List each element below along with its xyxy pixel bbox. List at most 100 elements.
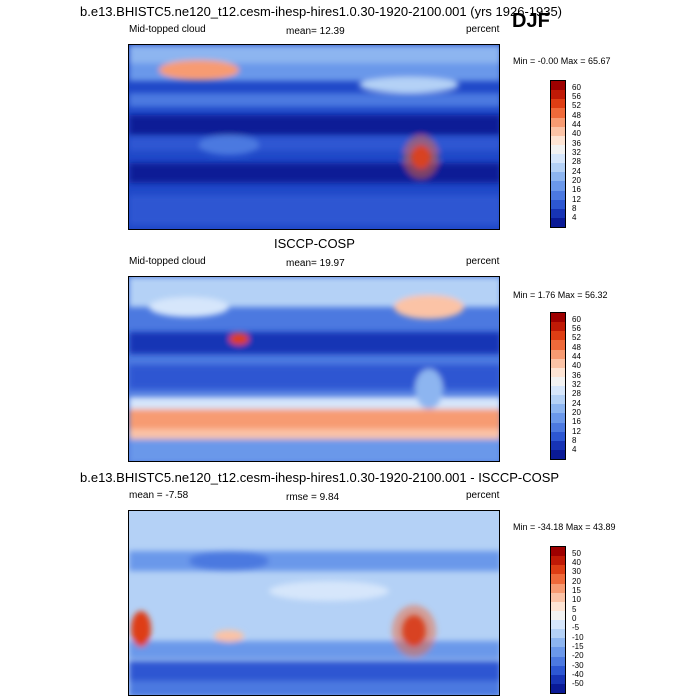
- panel-2-cb-tick: 44: [572, 352, 581, 361]
- panel-2-cb-tick: 36: [572, 371, 581, 380]
- panel-2-colorbar: [550, 312, 566, 460]
- panel-3-cb-tick: -40: [572, 670, 584, 679]
- panel-2-map: [128, 276, 500, 462]
- panel-2-cb-tick: 8: [572, 436, 577, 445]
- colorbar-swatch: [551, 81, 565, 91]
- panel-2-units-label: percent: [466, 256, 500, 267]
- colorbar-swatch: [551, 199, 565, 209]
- panel-3-cb-tick: 0: [572, 614, 577, 623]
- panel-1-minmax: Min = -0.00 Max = 65.67: [513, 56, 611, 66]
- panel-3-map: [128, 510, 500, 696]
- colorbar-swatch: [551, 610, 565, 620]
- panel-1-units-label: percent: [466, 24, 500, 35]
- panel-1-colorbar: [550, 80, 566, 228]
- panel-1-cb-tick: 40: [572, 129, 581, 138]
- colorbar-swatch: [551, 126, 565, 136]
- panel-2-cb-tick: 60: [572, 315, 581, 324]
- panel-1-cb-tick: 44: [572, 120, 581, 129]
- panel-2-cb-tick: 32: [572, 380, 581, 389]
- panel-3-cb-tick: -30: [572, 661, 584, 670]
- panel-1-cb-tick: 32: [572, 148, 581, 157]
- colorbar-swatch: [551, 404, 565, 414]
- colorbar-swatch: [551, 99, 565, 109]
- panel-3-cb-tick: 20: [572, 577, 581, 586]
- panel-2-cb-tick: 48: [572, 343, 581, 352]
- colorbar-swatch: [551, 190, 565, 200]
- colorbar-swatch: [551, 108, 565, 118]
- panel-3-cb-tick: 15: [572, 586, 581, 595]
- panel-2-cb-tick: 52: [572, 333, 581, 342]
- colorbar-swatch: [551, 322, 565, 332]
- panel-3-rmse-label: rmse = 9.84: [286, 492, 340, 503]
- colorbar-swatch: [551, 547, 565, 557]
- panel-1-cb-tick: 16: [572, 185, 581, 194]
- panel-2-minmax: Min = 1.76 Max = 56.32: [513, 290, 608, 300]
- panel-3-colorbar: [550, 546, 566, 694]
- colorbar-swatch: [551, 172, 565, 182]
- colorbar-swatch: [551, 413, 565, 423]
- panel-1-cb-tick: 28: [572, 157, 581, 166]
- colorbar-swatch: [551, 395, 565, 405]
- panel-2-cb-tick: 28: [572, 389, 581, 398]
- colorbar-swatch: [551, 556, 565, 566]
- colorbar-swatch: [551, 349, 565, 359]
- colorbar-swatch: [551, 574, 565, 584]
- panel-2-cb-tick: 16: [572, 417, 581, 426]
- colorbar-swatch: [551, 638, 565, 648]
- colorbar-swatch: [551, 683, 565, 693]
- colorbar-swatch: [551, 440, 565, 450]
- colorbar-swatch: [551, 565, 565, 575]
- colorbar-swatch: [551, 208, 565, 218]
- panel-2-cb-tick: 20: [572, 408, 581, 417]
- panel-1-cb-tick: 48: [572, 111, 581, 120]
- panel-3-cb-tick: 10: [572, 595, 581, 604]
- panel-3-cb-tick: 50: [572, 549, 581, 558]
- colorbar-swatch: [551, 665, 565, 675]
- panel-2-mean-label: mean= 19.97: [286, 258, 345, 269]
- colorbar-swatch: [551, 620, 565, 630]
- panel-3-cb-tick: 30: [572, 567, 581, 576]
- panel-3-cb-tick: -20: [572, 651, 584, 660]
- panel-2-variable-label: Mid-topped cloud: [129, 256, 206, 267]
- colorbar-swatch: [551, 313, 565, 323]
- colorbar-swatch: [551, 629, 565, 639]
- colorbar-swatch: [551, 154, 565, 164]
- colorbar-swatch: [551, 656, 565, 666]
- panel-1-variable-label: Mid-topped cloud: [129, 24, 206, 35]
- panel-2-cb-tick: 24: [572, 399, 581, 408]
- panel-3-cb-tick: -5: [572, 623, 580, 632]
- colorbar-swatch: [551, 449, 565, 459]
- colorbar-swatch: [551, 674, 565, 684]
- panel-1-cb-tick: 4: [572, 213, 577, 222]
- panel-1-mean-label: mean= 12.39: [286, 26, 345, 37]
- colorbar-swatch: [551, 647, 565, 657]
- panel-3-cb-tick: -10: [572, 633, 584, 642]
- panel-1-cb-tick: 56: [572, 92, 581, 101]
- panel-3-mean-label: mean = -7.58: [129, 490, 189, 501]
- colorbar-swatch: [551, 358, 565, 368]
- panel-3-cb-tick: -15: [572, 642, 584, 651]
- colorbar-swatch: [551, 163, 565, 173]
- season-label: DJF: [512, 10, 550, 32]
- colorbar-swatch: [551, 376, 565, 386]
- panel-1-cb-tick: 24: [572, 167, 581, 176]
- colorbar-swatch: [551, 422, 565, 432]
- colorbar-swatch: [551, 135, 565, 145]
- panel-1-cb-tick: 36: [572, 139, 581, 148]
- colorbar-swatch: [551, 601, 565, 611]
- panel-2-cb-tick: 12: [572, 427, 581, 436]
- colorbar-swatch: [551, 592, 565, 602]
- panel-1-cb-tick: 60: [572, 83, 581, 92]
- colorbar-swatch: [551, 331, 565, 341]
- colorbar-swatch: [551, 217, 565, 227]
- panel-1-cb-tick: 20: [572, 176, 581, 185]
- panel-1-title: b.e13.BHISTC5.ne120_t12.cesm-ihesp-hires…: [80, 4, 563, 19]
- panel-1-cb-tick: 8: [572, 204, 577, 213]
- panel-3-cb-tick: -50: [572, 679, 584, 688]
- colorbar-swatch: [551, 583, 565, 593]
- colorbar-swatch: [551, 340, 565, 350]
- panel-2-title: ISCCP-COSP: [274, 236, 355, 251]
- panel-3-title: b.e13.BHISTC5.ne120_t12.cesm-ihesp-hires…: [80, 470, 560, 485]
- colorbar-swatch: [551, 431, 565, 441]
- panel-1-cb-tick: 52: [572, 101, 581, 110]
